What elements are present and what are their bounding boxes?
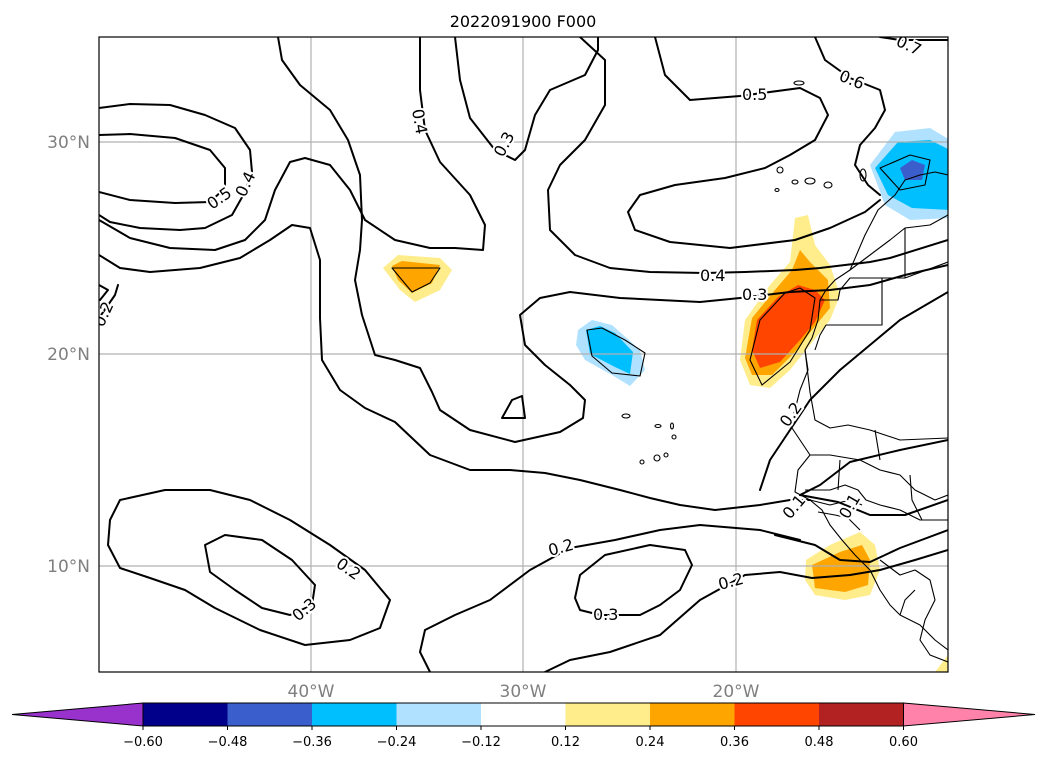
- colorbar-segment: [143, 703, 228, 726]
- colorbar-tick-label: −0.48: [208, 735, 248, 750]
- colorbar-tick-label: 0.36: [720, 735, 749, 750]
- contour-label: 0.4: [408, 107, 431, 135]
- map-panel: 0.7 0.6 0.5 0.5 0.4 0.4 0.3 0.2 0.4 0.3 …: [99, 37, 948, 672]
- colorbar-extend-max: [903, 702, 1036, 727]
- latitude-labels: 30°N 20°N 10°N: [47, 133, 90, 577]
- lat-label-30n: 30°N: [47, 133, 90, 153]
- colorbar-segment: [650, 703, 735, 726]
- map-frame: [98, 36, 949, 673]
- colorbar-tick-label: 0.24: [636, 735, 665, 750]
- colorbar-segment: [819, 703, 904, 726]
- colorbar-tick-label: 0.60: [889, 735, 918, 750]
- lon-label-20w: 20°W: [713, 682, 760, 702]
- lat-label-10n: 10°N: [47, 557, 90, 577]
- coastlines: [391, 80, 948, 663]
- graticule: [99, 37, 948, 672]
- longitude-labels: 40°W 30°W 20°W: [288, 682, 760, 702]
- colorbar-tick-label: 0.12: [551, 735, 580, 750]
- lon-label-30w: 30°W: [500, 682, 547, 702]
- colorbar-segment: [734, 703, 820, 726]
- colorbar-tick-label: −0.24: [377, 735, 417, 750]
- colorbar-segment: [227, 703, 313, 726]
- colorbar-segment: [312, 703, 397, 726]
- lon-label-40w: 40°W: [288, 682, 335, 702]
- colorbar-segment: [481, 703, 566, 726]
- contour-label: 0.3: [742, 285, 767, 304]
- shaded-anomalies: [383, 128, 948, 672]
- contour-label: 0.3: [593, 605, 618, 624]
- colorbar-frame: [142, 702, 904, 727]
- lat-label-20n: 20°N: [47, 345, 90, 365]
- contour-label: 0.4: [700, 266, 725, 285]
- contour-lines: [99, 37, 948, 672]
- colorbar-tick-label: −0.60: [123, 735, 163, 750]
- colorbar-tick-label: −0.12: [461, 735, 501, 750]
- colorbar-segment: [396, 703, 482, 726]
- colorbar-tick-label: 0.48: [805, 735, 834, 750]
- figure-title: 2022091900 F000: [450, 12, 597, 31]
- colorbar: −0.60 −0.48 −0.36 −0.24 −0.12 0.12 0.24 0.36 0.4…: [11, 702, 1036, 750]
- colorbar-tick-label: −0.36: [292, 735, 332, 750]
- colorbar-extend-min: [11, 702, 144, 727]
- contour-label: 0.5: [742, 85, 767, 104]
- colorbar-segment: [565, 703, 651, 726]
